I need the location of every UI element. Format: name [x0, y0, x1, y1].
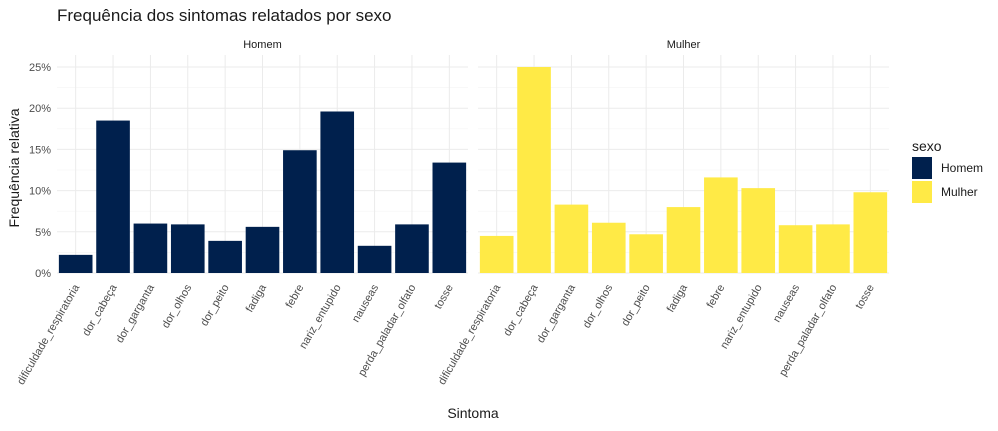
legend-label-mulher: Mulher: [941, 185, 978, 199]
x-tick-label: fadiga: [665, 282, 691, 315]
x-tick-label: dor_garganta: [114, 282, 158, 345]
x-tick-label: dificuldade_respiratoria: [15, 282, 83, 387]
y-axis-title: Frequência relativa: [6, 108, 22, 227]
x-tick-label: dor_olhos: [160, 282, 195, 330]
legend-title: sexo: [912, 138, 942, 154]
facet-panels: Homemdificuldade_respiratoriador_cabeçad…: [15, 39, 889, 387]
bar-mulher-dor_olhos: [591, 222, 626, 273]
x-tick-label: febre: [284, 283, 307, 311]
bar-homem-dor_olhos: [170, 224, 205, 273]
y-tick-label: 10%: [29, 186, 51, 198]
y-tick-label: 20%: [29, 103, 51, 115]
x-tick-label: fadiga: [244, 282, 270, 315]
legend-swatch-homem: [912, 157, 932, 179]
y-tick-label: 25%: [29, 62, 51, 74]
x-tick-label: dor_peito: [198, 283, 231, 329]
bar-mulher-dor_peito: [629, 234, 663, 273]
x-tick-label: tosse: [853, 283, 877, 312]
bar-homem-febre: [283, 150, 317, 273]
x-tick-label: dor_olhos: [581, 282, 616, 330]
x-tick-label: tosse: [432, 283, 456, 312]
y-tick-label: 0%: [35, 268, 51, 280]
bar-homem-dor_peito: [208, 240, 242, 273]
facet-strip-label: Mulher: [667, 39, 701, 51]
x-tick-label: nauseas: [350, 282, 381, 324]
bar-homem-dor_cabeça: [96, 120, 130, 273]
x-tick-label: nauseas: [771, 282, 802, 324]
bar-mulher-nauseas: [778, 225, 813, 273]
bar-mulher-nariz_entupido: [741, 188, 776, 273]
y-tick-label: 5%: [35, 227, 51, 239]
bar-mulher-perda_paladar_olfato: [816, 224, 850, 273]
x-tick-label: dor_cabeça: [502, 282, 542, 339]
x-tick-label: nariz_entupido: [297, 283, 343, 352]
bar-homem-tosse: [432, 162, 467, 273]
x-tick-label: dor_peito: [619, 283, 652, 329]
facet-panel-mulher: Mulherdificuldade_respiratoriador_cabeça…: [436, 39, 889, 387]
bar-mulher-dor_cabeça: [517, 67, 551, 273]
legend-swatch-mulher: [912, 181, 932, 203]
bar-homem-nauseas: [357, 245, 392, 273]
bar-mulher-febre: [704, 177, 738, 273]
bar-homem-nariz_entupido: [320, 111, 355, 273]
bar-homem-dificuldade_respiratoria: [58, 254, 93, 273]
facet-panel-homem: Homemdificuldade_respiratoriador_cabeçad…: [15, 39, 468, 387]
bar-homem-dor_garganta: [133, 223, 168, 273]
bar-homem-fadiga: [245, 226, 280, 273]
x-tick-label: febre: [705, 283, 728, 311]
bar-homem-perda_paladar_olfato: [395, 224, 429, 273]
x-tick-label: dor_cabeça: [81, 282, 121, 339]
bar-mulher-fadiga: [666, 207, 701, 273]
bar-mulher-tosse: [853, 192, 888, 273]
y-tick-label: 15%: [29, 144, 51, 156]
facet-strip-label: Homem: [243, 39, 282, 51]
x-tick-label: nariz_entupido: [718, 283, 764, 352]
x-axis-title: Sintoma: [447, 405, 499, 421]
bar-mulher-dificuldade_respiratoria: [479, 235, 514, 273]
legend-label-homem: Homem: [941, 161, 983, 175]
x-tick-label: dor_garganta: [535, 282, 579, 345]
legend: sexo Homem Mulher: [912, 138, 983, 203]
bar-mulher-dor_garganta: [554, 204, 589, 273]
chart-title: Frequência dos sintomas relatados por se…: [57, 6, 392, 25]
